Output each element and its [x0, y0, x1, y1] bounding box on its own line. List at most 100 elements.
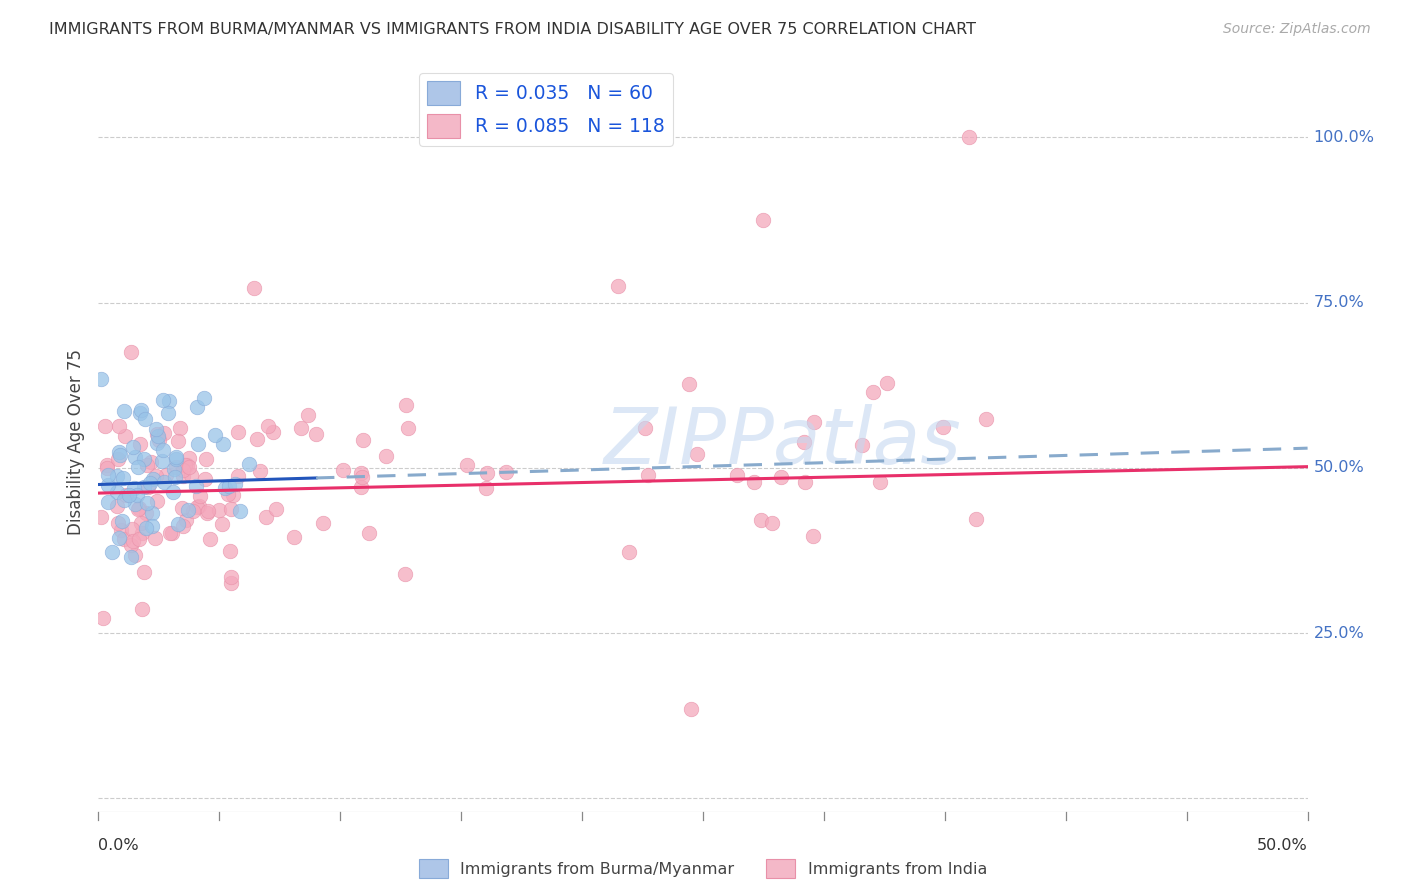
- Point: [91, 611, 114, 625]
- Legend: Immigrants from Burma/Myanmar, Immigrants from India: Immigrants from Burma/Myanmar, Immigrant…: [412, 853, 994, 884]
- Point: [157, 393, 180, 408]
- Point: [350, 467, 373, 481]
- Point: [607, 279, 630, 293]
- Point: [135, 521, 157, 535]
- Point: [148, 434, 170, 448]
- Point: [264, 502, 287, 516]
- Point: [177, 450, 200, 465]
- Point: [350, 480, 373, 494]
- Point: [974, 411, 997, 425]
- Point: [145, 469, 167, 483]
- Point: [105, 499, 128, 513]
- Point: [803, 415, 825, 429]
- Point: [174, 458, 197, 473]
- Point: [128, 501, 150, 516]
- Point: [475, 481, 498, 495]
- Point: [752, 213, 775, 227]
- Point: [122, 440, 145, 454]
- Point: [208, 503, 231, 517]
- Point: [214, 481, 236, 495]
- Point: [124, 450, 146, 465]
- Point: [395, 398, 418, 412]
- Point: [352, 433, 374, 447]
- Point: [290, 421, 312, 435]
- Point: [141, 519, 163, 533]
- Text: 25.0%: 25.0%: [1313, 626, 1364, 640]
- Point: [219, 575, 242, 590]
- Point: [129, 403, 152, 417]
- Point: [869, 475, 891, 490]
- Point: [124, 549, 146, 563]
- Point: [495, 465, 517, 479]
- Point: [197, 506, 219, 520]
- Point: [761, 516, 783, 530]
- Point: [211, 516, 233, 531]
- Point: [155, 468, 177, 483]
- Point: [262, 425, 284, 440]
- Point: [194, 472, 217, 486]
- Point: [801, 529, 824, 543]
- Point: [150, 454, 173, 468]
- Point: [219, 543, 242, 558]
- Point: [226, 468, 249, 483]
- Point: [742, 475, 765, 489]
- Point: [127, 460, 149, 475]
- Point: [312, 516, 335, 530]
- Text: Source: ZipAtlas.com: Source: ZipAtlas.com: [1223, 22, 1371, 37]
- Point: [162, 485, 184, 500]
- Point: [124, 497, 146, 511]
- Point: [176, 458, 198, 472]
- Point: [107, 451, 129, 466]
- Point: [100, 545, 122, 559]
- Point: [174, 513, 197, 527]
- Point: [186, 400, 208, 414]
- Point: [188, 499, 211, 513]
- Point: [105, 469, 128, 483]
- Text: 50.0%: 50.0%: [1257, 838, 1308, 853]
- Text: 100.0%: 100.0%: [1313, 130, 1375, 145]
- Point: [678, 377, 700, 392]
- Point: [141, 455, 163, 469]
- Point: [217, 487, 239, 501]
- Point: [218, 479, 240, 493]
- Point: [90, 372, 112, 386]
- Point: [129, 516, 152, 531]
- Point: [110, 514, 132, 528]
- Point: [794, 475, 817, 489]
- Point: [138, 476, 160, 491]
- Point: [145, 494, 167, 508]
- Point: [90, 510, 112, 524]
- Point: [148, 429, 170, 443]
- Point: [115, 488, 138, 502]
- Point: [94, 419, 117, 434]
- Point: [122, 533, 145, 548]
- Point: [396, 421, 419, 435]
- Point: [184, 479, 207, 493]
- Point: [165, 460, 187, 475]
- Point: [131, 602, 153, 616]
- Point: [193, 391, 215, 405]
- Point: [932, 420, 955, 434]
- Point: [249, 464, 271, 478]
- Point: [166, 517, 188, 532]
- Point: [172, 518, 194, 533]
- Point: [120, 538, 142, 552]
- Point: [128, 533, 150, 547]
- Point: [120, 345, 142, 359]
- Point: [851, 438, 873, 452]
- Point: [224, 476, 246, 491]
- Text: 50.0%: 50.0%: [1313, 460, 1364, 475]
- Point: [108, 448, 131, 462]
- Point: [375, 449, 398, 463]
- Point: [246, 432, 269, 446]
- Point: [172, 501, 194, 516]
- Point: [243, 281, 266, 295]
- Point: [157, 406, 180, 420]
- Point: [177, 503, 200, 517]
- Point: [197, 503, 219, 517]
- Point: [134, 480, 156, 494]
- Point: [297, 408, 319, 422]
- Point: [188, 490, 211, 504]
- Point: [112, 532, 135, 546]
- Point: [862, 384, 884, 399]
